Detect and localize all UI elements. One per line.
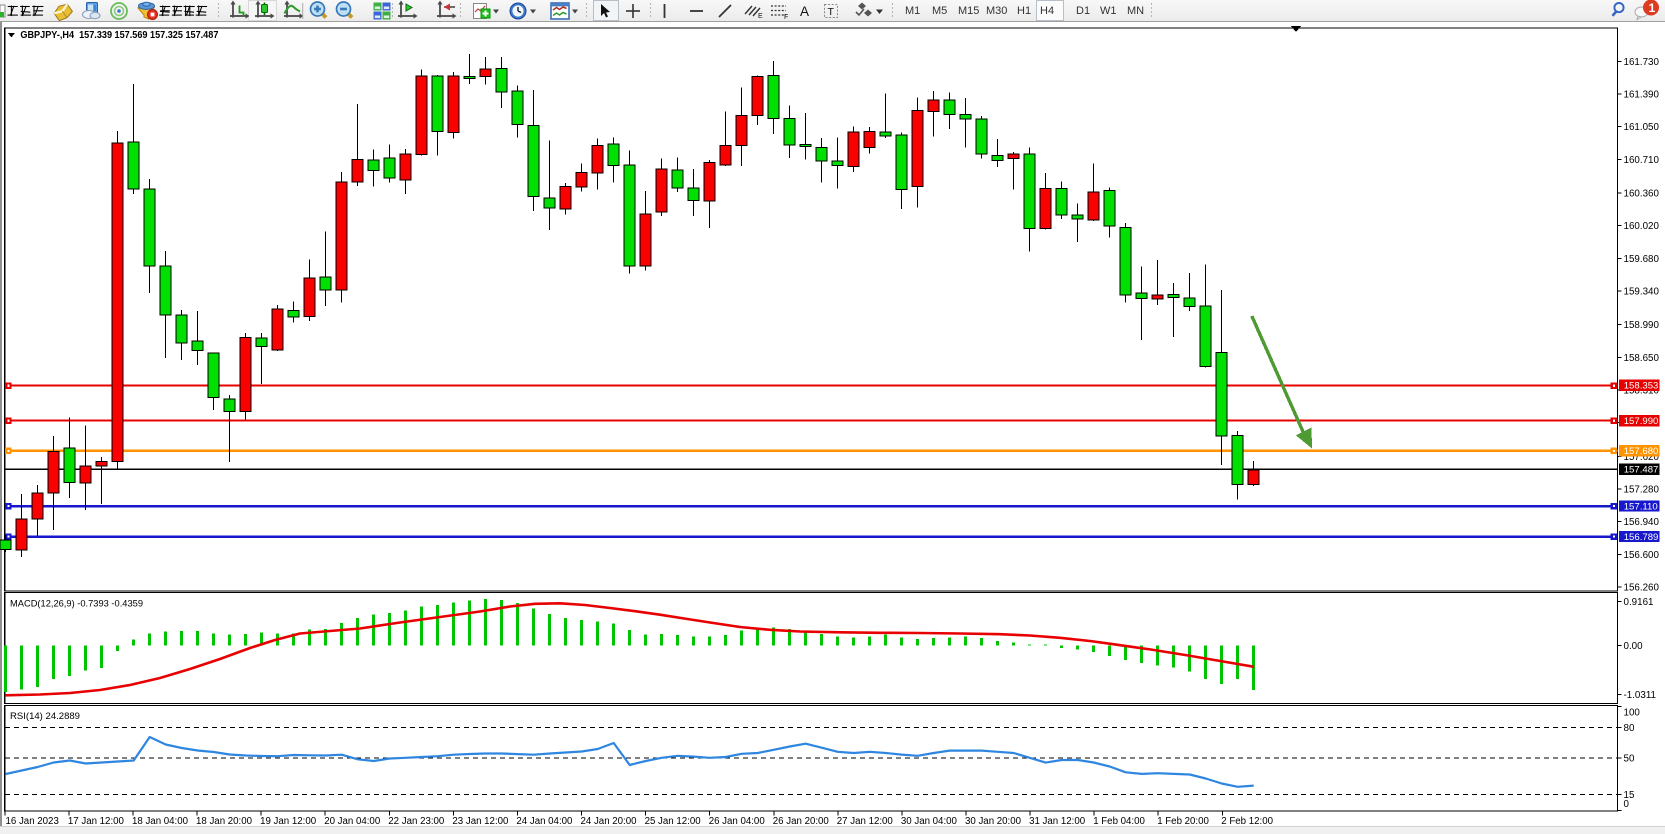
svg-text:RSI(14) 24.2889: RSI(14) 24.2889 [10,711,80,721]
svg-text:30 Jan 20:00: 30 Jan 20:00 [965,816,1022,827]
svg-text:1 Feb 20:00: 1 Feb 20:00 [1157,816,1209,827]
svg-text:50: 50 [1624,754,1635,765]
svg-text:158.650: 158.650 [1624,353,1660,364]
svg-text:1 Feb 04:00: 1 Feb 04:00 [1093,816,1145,827]
svg-text:157.680: 157.680 [1624,446,1659,457]
svg-text:159.340: 159.340 [1624,287,1660,298]
svg-text:156.600: 156.600 [1624,550,1660,561]
svg-text:F: F [784,14,788,21]
svg-text:0.00: 0.00 [1624,641,1644,652]
svg-text:MACD(12,26,9) -0.7393 -0.4359: MACD(12,26,9) -0.7393 -0.4359 [10,599,143,609]
svg-text:160.020: 160.020 [1624,221,1660,232]
svg-text:2 Feb 12:00: 2 Feb 12:00 [1221,816,1273,827]
svg-text:1: 1 [1649,1,1656,15]
svg-text:156.789: 156.789 [1624,532,1659,543]
svg-text:158.353: 158.353 [1624,381,1659,392]
svg-text:17 Jan 12:00: 17 Jan 12:00 [68,816,125,827]
svg-text:24 Jan 04:00: 24 Jan 04:00 [516,816,573,827]
svg-text:156.940: 156.940 [1624,517,1660,528]
svg-text:26 Jan 04:00: 26 Jan 04:00 [709,816,766,827]
svg-text:157.110: 157.110 [1624,501,1658,512]
svg-text:0.9161: 0.9161 [1624,597,1654,608]
svg-text:161.390: 161.390 [1624,90,1660,101]
svg-text:156.260: 156.260 [1624,583,1660,594]
svg-text:22 Jan 23:00: 22 Jan 23:00 [388,816,445,827]
svg-text:161.730: 161.730 [1624,57,1660,68]
svg-text:19 Jan 12:00: 19 Jan 12:00 [260,816,317,827]
svg-text:157.487: 157.487 [1624,465,1659,476]
svg-text:157.620: 157.620 [1624,452,1660,463]
svg-text:18 Jan 04:00: 18 Jan 04:00 [132,816,189,827]
svg-text:T: T [828,6,835,18]
svg-text:20 Jan 04:00: 20 Jan 04:00 [324,816,381,827]
svg-text:80: 80 [1624,723,1635,734]
svg-text:24 Jan 20:00: 24 Jan 20:00 [581,816,638,827]
svg-text:31 Jan 12:00: 31 Jan 12:00 [1029,816,1086,827]
svg-text:18 Jan 20:00: 18 Jan 20:00 [196,816,253,827]
svg-text:160.360: 160.360 [1624,189,1660,200]
svg-text:15: 15 [1624,790,1635,801]
svg-text:158.990: 158.990 [1624,320,1660,331]
svg-text:GBPJPY-,H4 157.339 157.569 15: GBPJPY-,H4 157.339 157.569 157.325 157.4… [20,30,218,41]
svg-text:27 Jan 12:00: 27 Jan 12:00 [837,816,894,827]
svg-text:157.280: 157.280 [1624,485,1660,496]
svg-text:160.710: 160.710 [1624,155,1660,166]
svg-text:25 Jan 12:00: 25 Jan 12:00 [645,816,702,827]
svg-text:161.050: 161.050 [1624,122,1660,133]
svg-text:100: 100 [1624,708,1641,719]
svg-text:159.680: 159.680 [1624,254,1660,265]
svg-text:0: 0 [1624,799,1630,810]
svg-text:E: E [758,13,763,20]
svg-text:16 Jan 2023: 16 Jan 2023 [6,816,59,827]
svg-text:157.990: 157.990 [1624,416,1659,427]
svg-text:A: A [800,4,809,19]
svg-text:30 Jan 04:00: 30 Jan 04:00 [901,816,958,827]
svg-text:26 Jan 20:00: 26 Jan 20:00 [773,816,830,827]
svg-text:23 Jan 12:00: 23 Jan 12:00 [452,816,509,827]
svg-text:-1.0311: -1.0311 [1624,690,1657,701]
